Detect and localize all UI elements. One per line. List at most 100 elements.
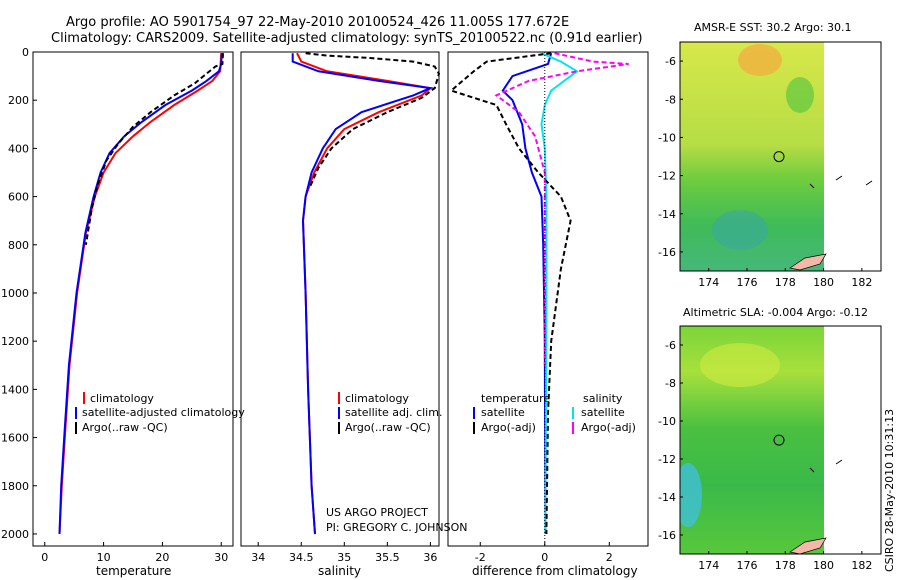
x-tick-label: 36 [423,551,437,564]
map-x-tick-label: 176 [737,276,758,289]
sst-warm-patch [738,44,782,76]
sst-cool-patch [712,210,768,250]
series-salinity-satellite [540,52,579,535]
x-tick-label: -2 [475,551,486,564]
sst-map-frame [679,41,882,272]
legend-climatology: climatology [90,392,154,405]
sla-low-patch [680,463,702,527]
header-line2: Climatology: CARS2009. Satellite-adjuste… [51,31,643,46]
sst-map-image [680,42,824,271]
series-satellite-adjusted-climatology [58,53,223,535]
temperature-panel-frame [32,51,234,547]
x-tick-label: 35.5 [375,551,400,564]
x-tick-label: 10 [97,551,111,564]
map-y-tick-label: -10 [658,415,676,428]
map-x-tick-label: 178 [775,559,796,572]
map-x-tick-label: 174 [698,559,719,572]
legend-sal-satellite: satellite [581,406,625,419]
series-argo-raw-qc [305,52,441,188]
sla-map-image [680,326,824,554]
sla-islands [809,459,843,473]
difference-series [449,52,629,535]
series-salinity-argo-adj [494,52,629,366]
series-satellite-adj-clim [291,53,435,535]
x-tick-label: 0 [41,551,48,564]
map-x-tick-label: 180 [813,559,834,572]
map-x-tick-label: 176 [737,559,758,572]
x-axis-ticks: 0 10 20 30 34 34.5 35 35.5 36 -2 0 2 [41,542,613,564]
sst-green-patch [786,77,814,113]
depth-tick-label: 1800 [1,480,29,493]
depth-tick-label: 600 [8,191,29,204]
sst-map-title: AMSR-E SST: 30.2 Argo: 30.1 [694,21,852,34]
difference-legend: temperature salinity satellite satellite… [473,392,636,434]
map-y-tick-label: -16 [658,246,676,259]
depth-tick-label: 200 [8,94,29,107]
series-temperature-satellite [501,52,553,535]
map-y-tick-label: -10 [658,131,676,144]
map-y-tick-label: -16 [658,529,676,542]
sla-high-patch [700,343,780,387]
x-tick-label: 2 [606,551,613,564]
sst-islands [809,175,873,189]
legend-satellite: satellite adj. clim. [345,406,442,419]
salinity-panel-frame [240,51,440,547]
depth-axis-ticks: 0 200 400 600 800 1000 1200 1400 1600 1800 2000 [1,46,37,541]
legend-argo: Argo(..raw -QC) [345,421,431,434]
csiro-stamp: CSIRO 28-May-2010 10:31:13 [883,409,896,572]
sst-map-ticks: 174 176 178 180 182 -6 -8 -10 -12 -14 -16 [658,55,872,289]
depth-tick-label: 2000 [1,528,29,541]
depth-tick-label: 0 [22,46,29,59]
series-climatology [58,53,223,535]
map-x-tick-label: 178 [775,276,796,289]
legend-argo: Argo(..raw -QC) [82,421,168,434]
series-temperature-argo-adj [449,52,572,535]
salinity-series [291,52,441,535]
sla-land-fiji [789,537,827,555]
sla-profile-marker [773,434,785,446]
depth-tick-label: 1000 [1,287,29,300]
difference-axis-label: difference from climatology [472,564,638,578]
map-y-tick-label: -12 [658,170,676,183]
map-y-tick-label: -8 [665,93,676,106]
legend-salinity: salinity [583,392,623,405]
legend-temperature: temperature [481,392,550,405]
depth-tick-label: 1400 [1,383,29,396]
depth-tick-label: 800 [8,239,29,252]
x-tick-label: 34.5 [289,551,314,564]
sst-profile-marker [773,151,785,163]
x-tick-label: 20 [155,551,169,564]
sla-map-frame [679,325,882,555]
map-x-tick-label: 180 [813,276,834,289]
map-x-tick-label: 174 [698,276,719,289]
map-y-tick-label: -6 [665,55,676,68]
depth-tick-label: 1200 [1,335,29,348]
depth-tick-label: 1600 [1,432,29,445]
temperature-series [58,53,224,535]
map-x-tick-label: 182 [851,276,872,289]
header-line1: Argo profile: AO 5901754_97 22-May-2010 … [66,15,569,30]
map-y-tick-label: -8 [665,377,676,390]
difference-panel-frame [447,51,649,547]
legend-temp-satellite: satellite [481,406,525,419]
credit-pi: PI: GREGORY C. JOHNSON [326,521,467,534]
map-y-tick-label: -14 [658,491,676,504]
sla-map-ticks: 174 176 178 180 182 -6 -8 -10 -12 -14 -16 [658,339,872,572]
x-tick-label: 34 [251,551,265,564]
salinity-legend: climatology satellite adj. clim. Argo(..… [338,392,442,434]
map-x-tick-label: 182 [851,559,872,572]
credit-project: US ARGO PROJECT [326,506,428,519]
map-y-tick-label: -14 [658,208,676,221]
sla-map-title: Altimetric SLA: -0.004 Argo: -0.12 [683,306,868,319]
x-tick-label: 30 [214,551,228,564]
sst-land-fiji [789,253,827,271]
series-climatology [296,52,433,535]
temperature-legend: climatology satellite-adjusted climatolo… [75,392,245,434]
legend-climatology: climatology [345,392,409,405]
depth-tick-label: 400 [8,142,29,155]
x-tick-label: 0 [541,551,548,564]
legend-temp-argo: Argo(-adj) [481,421,536,434]
map-y-tick-label: -12 [658,453,676,466]
temperature-axis-label: temperature [96,564,171,578]
